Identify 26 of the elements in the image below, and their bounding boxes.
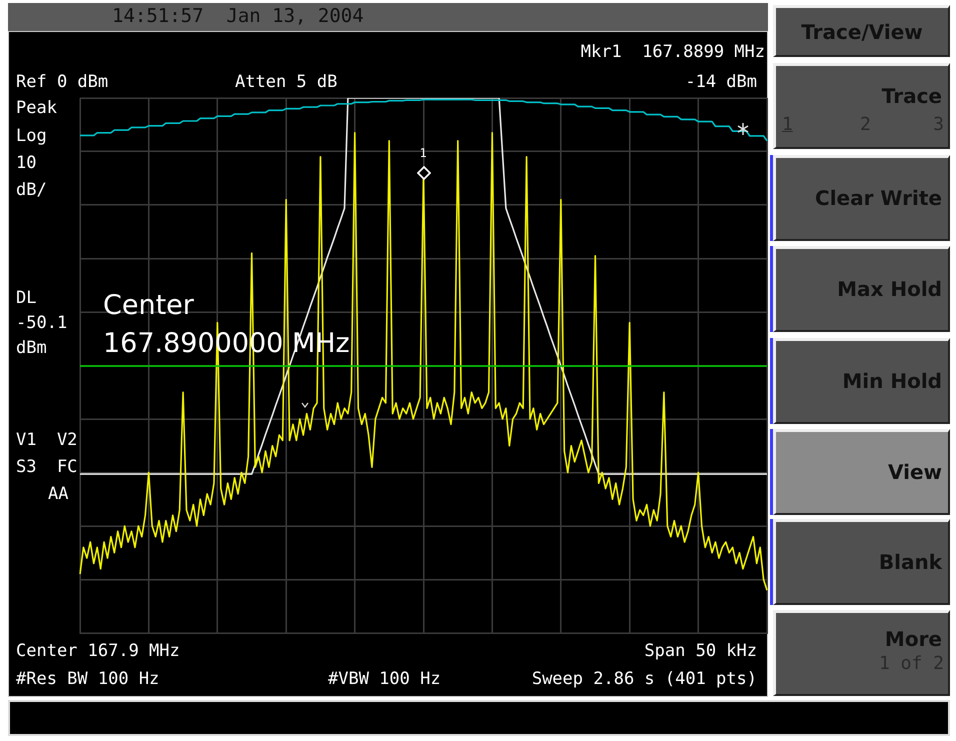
softkey-button: View — [773, 429, 950, 515]
text: #VBW 100 Hz — [328, 669, 441, 689]
text: #Res BW 100 Hz — [16, 669, 160, 689]
ref-line-label: DL -50.1 dBm — [16, 287, 68, 360]
text: Log — [16, 126, 47, 146]
softkey-button: Min Hold — [773, 338, 950, 424]
text: Span 50 kHz — [644, 641, 757, 661]
text: Mkr1 167.8899 MHz — [580, 42, 765, 62]
text: Ref 0 dBm — [16, 72, 108, 92]
softkey-button: Max Hold — [773, 246, 950, 332]
annotation: Center — [103, 290, 194, 322]
softkey-button: Clear Write — [773, 155, 950, 241]
text: Peak — [16, 98, 57, 118]
text: 10 — [16, 153, 36, 173]
text: dB/ — [16, 180, 47, 200]
text: 14:51:57 Jan 13, 2004 — [112, 5, 364, 27]
text: -14 dBm — [685, 72, 757, 92]
text: Sweep 2.86 s (401 pts) — [532, 669, 757, 689]
softkey-button: Trace/View — [773, 5, 950, 57]
text: Atten 5 dB — [235, 72, 338, 92]
text: Center 167.9 MHz — [16, 641, 180, 661]
softkey-button: Blank — [773, 519, 950, 605]
annotation: 1 — [420, 146, 427, 160]
text: S3 FC — [16, 457, 78, 477]
text: AA — [48, 484, 68, 504]
text: V1 V2 — [16, 430, 78, 450]
